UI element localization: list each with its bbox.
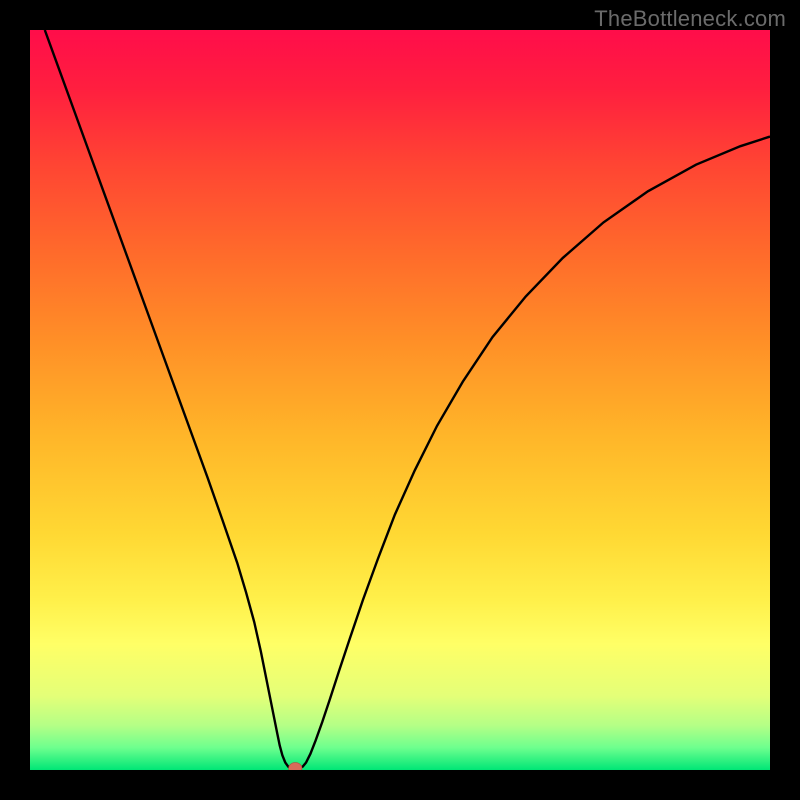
watermark-text: TheBottleneck.com: [594, 6, 786, 32]
chart-frame: [30, 30, 770, 770]
chart-gradient-bg: [30, 30, 770, 770]
